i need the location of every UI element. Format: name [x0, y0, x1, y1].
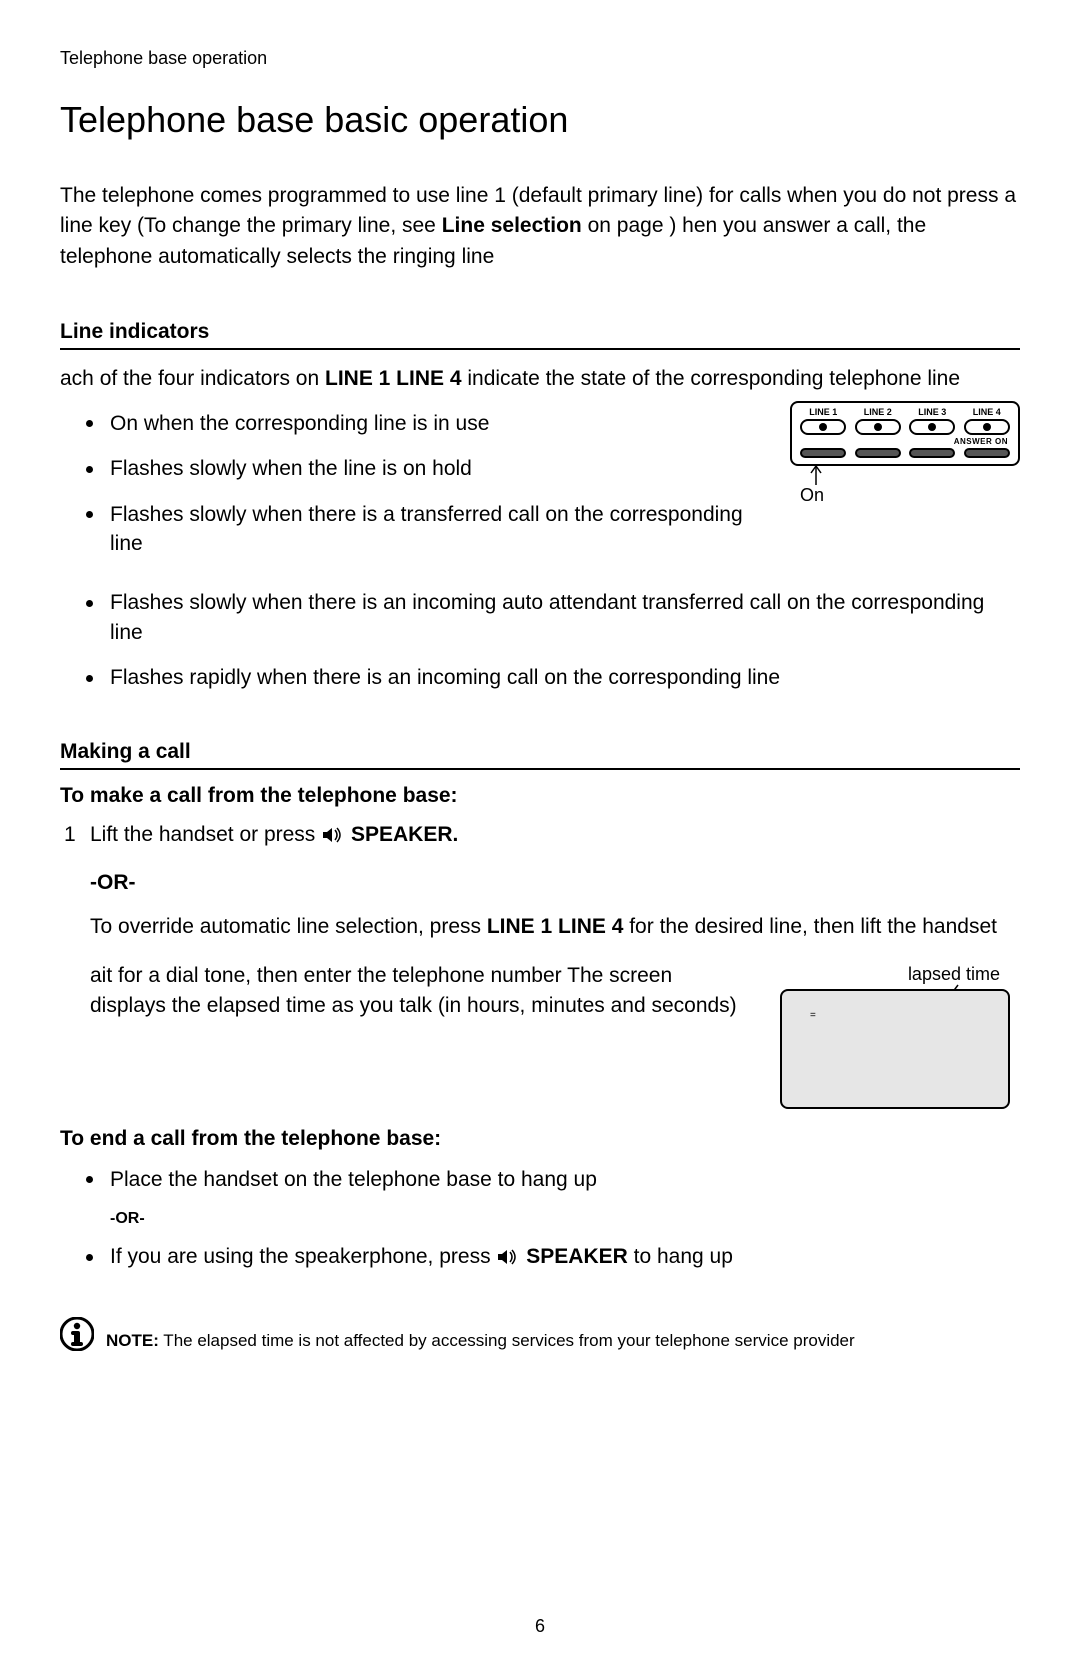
led-4: [964, 419, 1010, 435]
intro-bold-1: Line selection: [442, 214, 582, 237]
line-indicator-bullets-rest: Flashes slowly when there is an incoming…: [60, 588, 1020, 692]
pill-button: [909, 448, 955, 458]
led-1: [800, 419, 846, 435]
or-2: -OR-: [60, 1210, 1020, 1228]
step-2: ait for a dial tone, then enter the tele…: [90, 961, 1020, 1109]
override-bold: LINE 1 LINE 4: [487, 915, 624, 938]
li-bullet-2: Flashes slowly when the line is on hold: [110, 454, 760, 483]
pill-button: [855, 448, 901, 458]
panel-label-4: LINE 4: [973, 407, 1001, 417]
end-b2-bold: SPEAKER: [526, 1245, 628, 1268]
end-b2-a: If you are using the speakerphone, press: [110, 1245, 496, 1268]
end-call-bullets: Place the handset on the telephone base …: [60, 1165, 1020, 1194]
pill-button: [800, 448, 846, 458]
li-bullet-1: On when the corresponding line is in use: [110, 409, 760, 438]
step2-text: ait for a dial tone, then enter the tele…: [90, 961, 750, 1022]
led-dot-icon: [928, 423, 936, 431]
led-dot-icon: [874, 423, 882, 431]
screen-inner-text: =: [810, 1009, 816, 1024]
line-indicator-figure: LINE 1 LINE 2 LINE 3 LINE 4 ANSWER ON: [790, 401, 1020, 466]
arrow-caption-on: On: [800, 485, 824, 506]
override-b: for the desired line, then lift the hand…: [623, 915, 997, 938]
panel-label-2: LINE 2: [864, 407, 892, 417]
arrow-up-icon: [810, 463, 830, 487]
led-2: [855, 419, 901, 435]
line-indicator-bullets: On when the corresponding line is in use…: [60, 409, 790, 575]
li-lead-a: ach of the four indicators on: [60, 367, 325, 390]
led-row: [796, 419, 1014, 435]
end-bullet-2: If you are using the speakerphone, press…: [110, 1242, 1020, 1274]
page-number: 6: [0, 1616, 1080, 1637]
li-bullet-4: Flashes slowly when there is an incoming…: [110, 588, 1020, 647]
section-header: Telephone base operation: [60, 48, 1020, 69]
intro-paragraph: The telephone comes programmed to use li…: [60, 181, 1020, 272]
speaker-icon: [321, 823, 343, 853]
subheading-end-call: To end a call from the telephone base:: [60, 1127, 1020, 1151]
elapsed-screen: =: [780, 989, 1010, 1109]
end-bullet-1: Place the handset on the telephone base …: [110, 1165, 1020, 1194]
line-panel: LINE 1 LINE 2 LINE 3 LINE 4 ANSWER ON: [790, 401, 1020, 466]
elapsed-time-figure: lapsed time =: [780, 961, 1020, 1109]
elapsed-label: lapsed time: [780, 961, 1020, 987]
info-icon: [60, 1317, 94, 1351]
li-lead-bold: LINE 1 LINE 4: [325, 367, 462, 390]
panel-label-3: LINE 3: [918, 407, 946, 417]
page-title: Telephone base basic operation: [60, 99, 1020, 141]
make-call-steps: 1 Lift the handset or press SPEAKER. -OR…: [60, 820, 1020, 1108]
li-bullet-3: Flashes slowly when there is a transferr…: [110, 500, 760, 559]
step1-text: Lift the handset or press: [90, 823, 321, 846]
end-b2-b: to hang up: [634, 1245, 733, 1268]
li-lead-b: indicate the state of the corresponding …: [462, 367, 961, 390]
panel-label-1: LINE 1: [809, 407, 837, 417]
pill-button: [964, 448, 1010, 458]
led-dot-icon: [819, 423, 827, 431]
note-text: NOTE: The elapsed time is not affected b…: [106, 1317, 1020, 1353]
answer-on-label: ANSWER ON: [796, 437, 1014, 446]
heading-making-call: Making a call: [60, 740, 1020, 770]
line-indicators-lead: ach of the four indicators on LINE 1 LIN…: [60, 364, 1020, 394]
step1-speaker-bold: SPEAKER.: [351, 823, 458, 846]
line-labels: LINE 1 LINE 2 LINE 3 LINE 4: [796, 407, 1014, 417]
heading-line-indicators: Line indicators: [60, 320, 1020, 350]
note: NOTE: The elapsed time is not affected b…: [60, 1317, 1020, 1353]
step-1: 1 Lift the handset or press SPEAKER. -OR…: [90, 820, 1020, 942]
end-call-bullets-2: If you are using the speakerphone, press…: [60, 1242, 1020, 1274]
or-1: -OR-: [90, 868, 1020, 898]
override-text: To override automatic line selection, pr…: [90, 912, 1020, 942]
led-3: [909, 419, 955, 435]
speaker-icon: [496, 1245, 518, 1274]
li-bullet-5: Flashes rapidly when there is an incomin…: [110, 663, 1020, 692]
note-label: NOTE:: [106, 1331, 159, 1350]
led-dot-icon: [983, 423, 991, 431]
step-number: 1: [64, 820, 76, 850]
button-row: [796, 448, 1014, 458]
subheading-make-call: To make a call from the telephone base:: [60, 784, 1020, 808]
override-a: To override automatic line selection, pr…: [90, 915, 487, 938]
note-body: The elapsed time is not affected by acce…: [159, 1331, 855, 1350]
